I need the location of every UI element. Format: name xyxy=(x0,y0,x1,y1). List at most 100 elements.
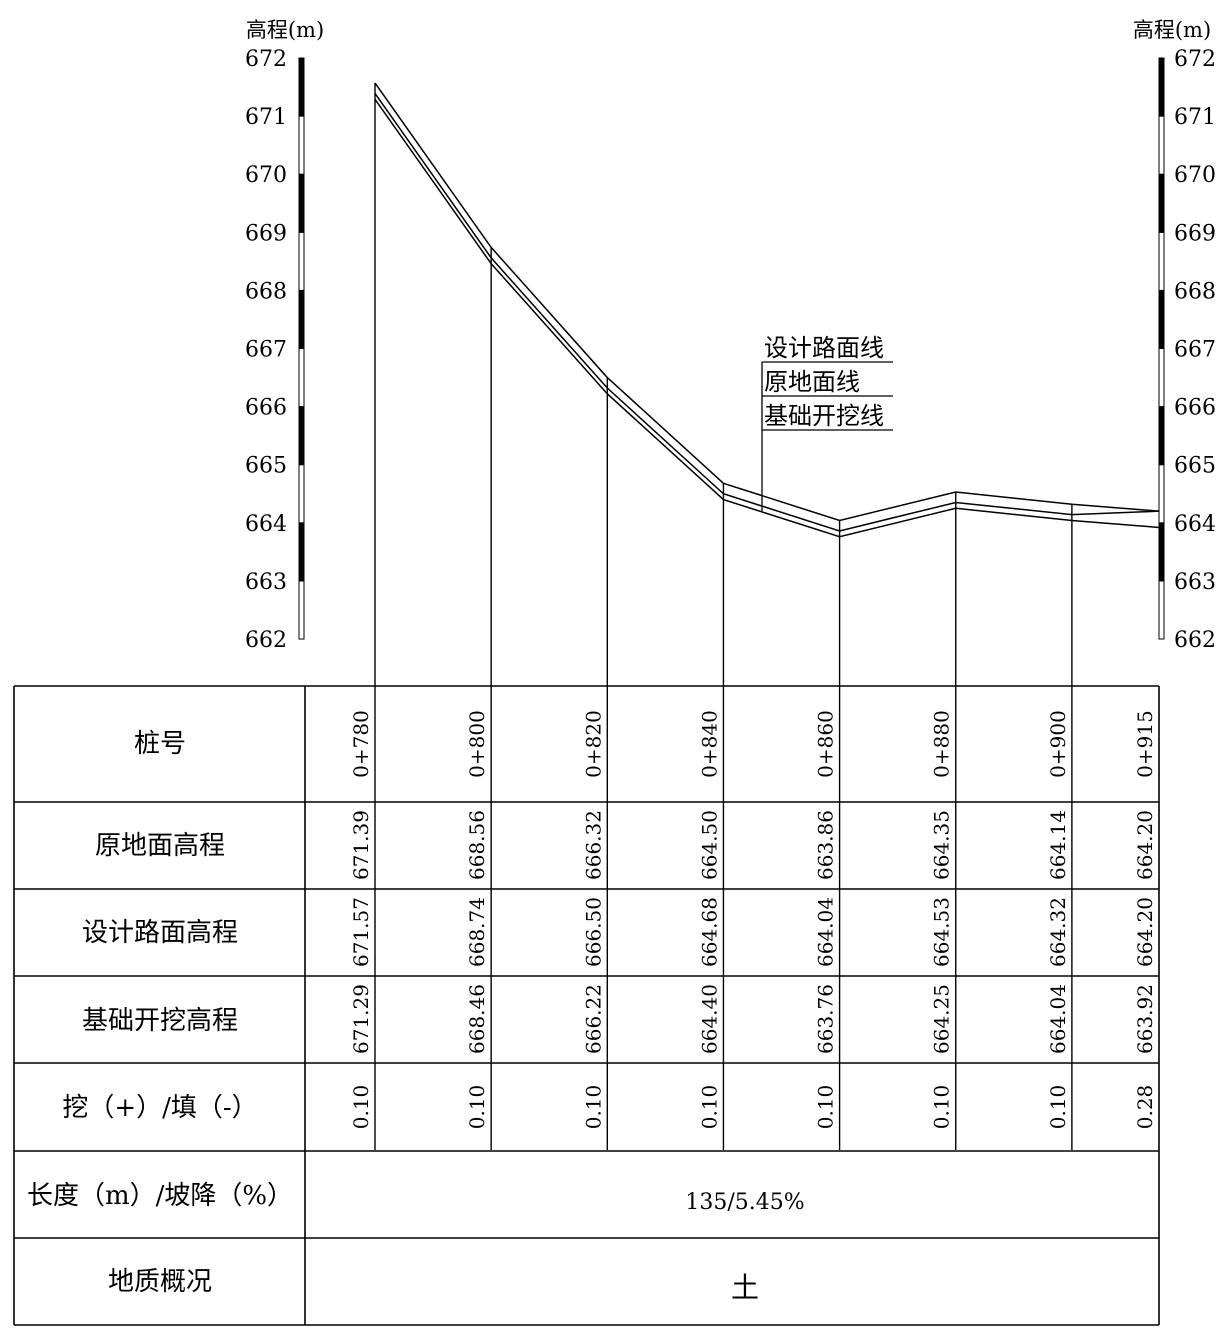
ground-elevation-value: 663.86 xyxy=(814,810,838,880)
left-tick-label: 667 xyxy=(245,338,287,363)
design-elevation-value: 666.50 xyxy=(581,897,605,967)
ground-elevation-value: 671.39 xyxy=(349,810,373,880)
right-tick-label: 662 xyxy=(1174,628,1216,653)
scale-segment-right-670 xyxy=(1158,115,1165,175)
scale-segment-left-665 xyxy=(298,406,305,466)
row-label-design-elevation: 设计路面高程 xyxy=(82,918,238,948)
legend-design-line: 设计路面线 xyxy=(764,334,884,362)
scale-segment-left-663 xyxy=(298,522,305,582)
scale-segment-right-669 xyxy=(1158,173,1165,233)
station-value: 0+780 xyxy=(349,710,373,778)
excavation-elevation-value: 668.46 xyxy=(465,984,489,1054)
right-tick-label: 664 xyxy=(1174,512,1216,537)
ground-elevation-value: 664.35 xyxy=(930,810,954,880)
scale-segment-right-662 xyxy=(1158,580,1165,640)
scale-segment-left-664 xyxy=(298,464,305,524)
right-tick-label: 669 xyxy=(1174,221,1216,246)
scale-segment-right-663 xyxy=(1158,522,1165,582)
right-tick-labels: 672 671 670 669 668 667 666 665 664 663 662 xyxy=(1174,47,1216,653)
design-elevation-value: 664.68 xyxy=(697,897,721,967)
station-value: 0+840 xyxy=(697,710,721,778)
right-tick-label: 667 xyxy=(1174,338,1216,363)
table-values: 0+780 671.39 671.57 671.29 0.10 0+800 668.56 66… xyxy=(349,710,1157,1129)
right-tick-label: 672 xyxy=(1174,47,1216,72)
cut-fill-value: 0.10 xyxy=(697,1085,721,1130)
row-label-length-slope: 长度（m）/坡降（%） xyxy=(27,1181,293,1211)
left-tick-label: 669 xyxy=(245,221,287,246)
right-tick-label: 668 xyxy=(1174,279,1216,304)
ground-elevation-value: 666.32 xyxy=(581,810,605,880)
row-label-geology: 地质概况 xyxy=(108,1267,212,1297)
scale-segment-left-668 xyxy=(298,231,305,291)
station-value: 0+900 xyxy=(1046,710,1070,778)
scale-segment-left-667 xyxy=(298,289,305,349)
scale-segment-right-665 xyxy=(1158,406,1165,466)
scale-segment-left-670 xyxy=(298,115,305,175)
cut-fill-value: 0.28 xyxy=(1133,1085,1157,1130)
ground-elevation-value: 668.56 xyxy=(465,810,489,880)
right-tick-label: 666 xyxy=(1174,396,1216,421)
design-elevation-value: 664.20 xyxy=(1133,897,1157,967)
cut-fill-value: 0.10 xyxy=(349,1085,373,1130)
scale-segment-left-669 xyxy=(298,173,305,233)
row-labels: 桩号 原地面高程 设计路面高程 基础开挖高程 挖（+）/填（-） 长度（m）/坡… xyxy=(27,729,293,1297)
design-elevation-value: 664.32 xyxy=(1046,897,1070,967)
left-tick-labels: 672 671 670 669 668 667 666 665 664 663 662 xyxy=(245,47,287,653)
legend-ground-line: 原地面线 xyxy=(764,368,860,396)
data-table-frame xyxy=(13,685,1160,1326)
scale-segment-right-666 xyxy=(1158,348,1165,408)
design-elevation-value: 664.04 xyxy=(814,897,838,967)
cut-fill-value: 0.10 xyxy=(930,1085,954,1130)
scale-segment-right-668 xyxy=(1158,231,1165,291)
station-value: 0+800 xyxy=(465,710,489,778)
ground-elevation-value: 664.20 xyxy=(1133,810,1157,880)
station-value: 0+820 xyxy=(581,710,605,778)
station-value: 0+880 xyxy=(930,710,954,778)
profile-lines xyxy=(374,82,1160,538)
left-axis-title: 高程(m) xyxy=(246,18,324,42)
scale-segment-right-667 xyxy=(1158,289,1165,349)
left-tick-label: 662 xyxy=(245,628,287,653)
design-elevation-value: 671.57 xyxy=(349,897,373,967)
scale-segment-right-671 xyxy=(1158,57,1165,117)
left-tick-label: 663 xyxy=(245,570,287,595)
ground-elevation-value: 664.50 xyxy=(697,810,721,880)
cut-fill-value: 0.10 xyxy=(1046,1085,1070,1130)
excavation-elevation-value: 664.40 xyxy=(697,984,721,1054)
ground-line xyxy=(374,93,1160,532)
scale-segment-left-662 xyxy=(298,580,305,640)
right-axis-title: 高程(m) xyxy=(1133,18,1211,42)
excavation-elevation-value: 666.22 xyxy=(581,984,605,1054)
design-elevation-value: 668.74 xyxy=(465,897,489,967)
left-tick-label: 665 xyxy=(245,454,287,479)
left-tick-label: 672 xyxy=(245,47,287,72)
design-elevation-value: 664.53 xyxy=(930,897,954,967)
excavation-elevation-value: 671.29 xyxy=(349,984,373,1054)
right-tick-label: 671 xyxy=(1174,105,1216,130)
length-slope-value: 135/5.45% xyxy=(685,1190,804,1215)
excavation-elevation-value: 664.04 xyxy=(1046,984,1070,1054)
right-tick-label: 663 xyxy=(1174,570,1216,595)
ground-elevation-value: 664.14 xyxy=(1046,810,1070,880)
legend: 设计路面线 原地面线 基础开挖线 xyxy=(761,334,893,511)
scale-segment-left-666 xyxy=(298,348,305,408)
geology-value: 土 xyxy=(731,1271,759,1304)
station-lines xyxy=(374,82,1073,1150)
right-tick-label: 665 xyxy=(1174,454,1216,479)
row-label-ground-elevation: 原地面高程 xyxy=(95,831,225,861)
design-line xyxy=(374,82,1160,522)
left-elevation-scale-bar xyxy=(298,57,305,640)
row-label-cut-fill: 挖（+）/填（-） xyxy=(62,1093,257,1123)
excavation-line xyxy=(374,98,1160,538)
excavation-elevation-value: 663.92 xyxy=(1133,984,1157,1054)
cut-fill-value: 0.10 xyxy=(814,1085,838,1130)
row-label-stations: 桩号 xyxy=(134,729,186,759)
scale-segment-left-671 xyxy=(298,57,305,117)
excavation-elevation-value: 664.25 xyxy=(930,984,954,1054)
left-tick-label: 668 xyxy=(245,279,287,304)
cut-fill-value: 0.10 xyxy=(465,1085,489,1130)
legend-excavation-line: 基础开挖线 xyxy=(764,402,884,430)
left-tick-label: 671 xyxy=(245,105,287,130)
scale-segment-right-664 xyxy=(1158,464,1165,524)
